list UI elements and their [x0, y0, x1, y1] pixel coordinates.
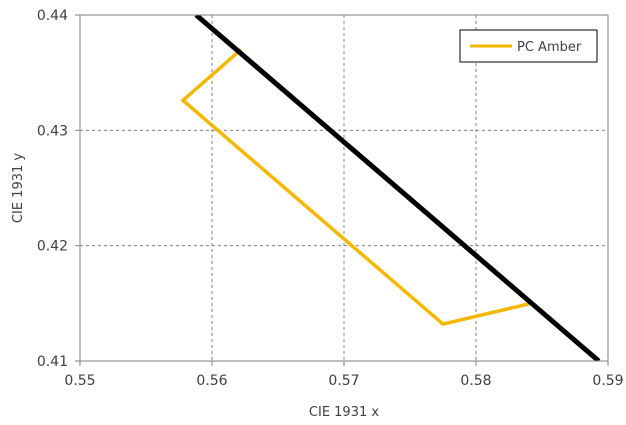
x-axis-title: CIE 1931 x: [309, 405, 379, 420]
grid: [80, 15, 608, 361]
x-tick-label: 0.56: [196, 373, 227, 389]
series-line-boundary: [194, 15, 601, 361]
x-tick-label: 0.57: [328, 373, 359, 389]
x-tick-label: 0.59: [592, 373, 623, 389]
y-tick-label: 0.41: [37, 354, 68, 370]
series-line-pc-amber: [180, 48, 532, 327]
series-layer: [180, 15, 601, 361]
legend-label-pc-amber: PC Amber: [517, 40, 582, 55]
y-axis: 0.41 0.42 0.43 0.44: [37, 8, 80, 370]
x-tick-label: 0.55: [64, 373, 95, 389]
y-tick-label: 0.43: [37, 123, 68, 139]
x-tick-label: 0.58: [460, 373, 491, 389]
x-axis: 0.55 0.56 0.57 0.58 0.59: [64, 361, 624, 389]
y-axis-title: CIE 1931 y: [11, 153, 26, 223]
y-tick-label: 0.42: [37, 239, 68, 255]
y-tick-label: 0.44: [37, 8, 68, 24]
legend: PC Amber: [459, 29, 598, 63]
